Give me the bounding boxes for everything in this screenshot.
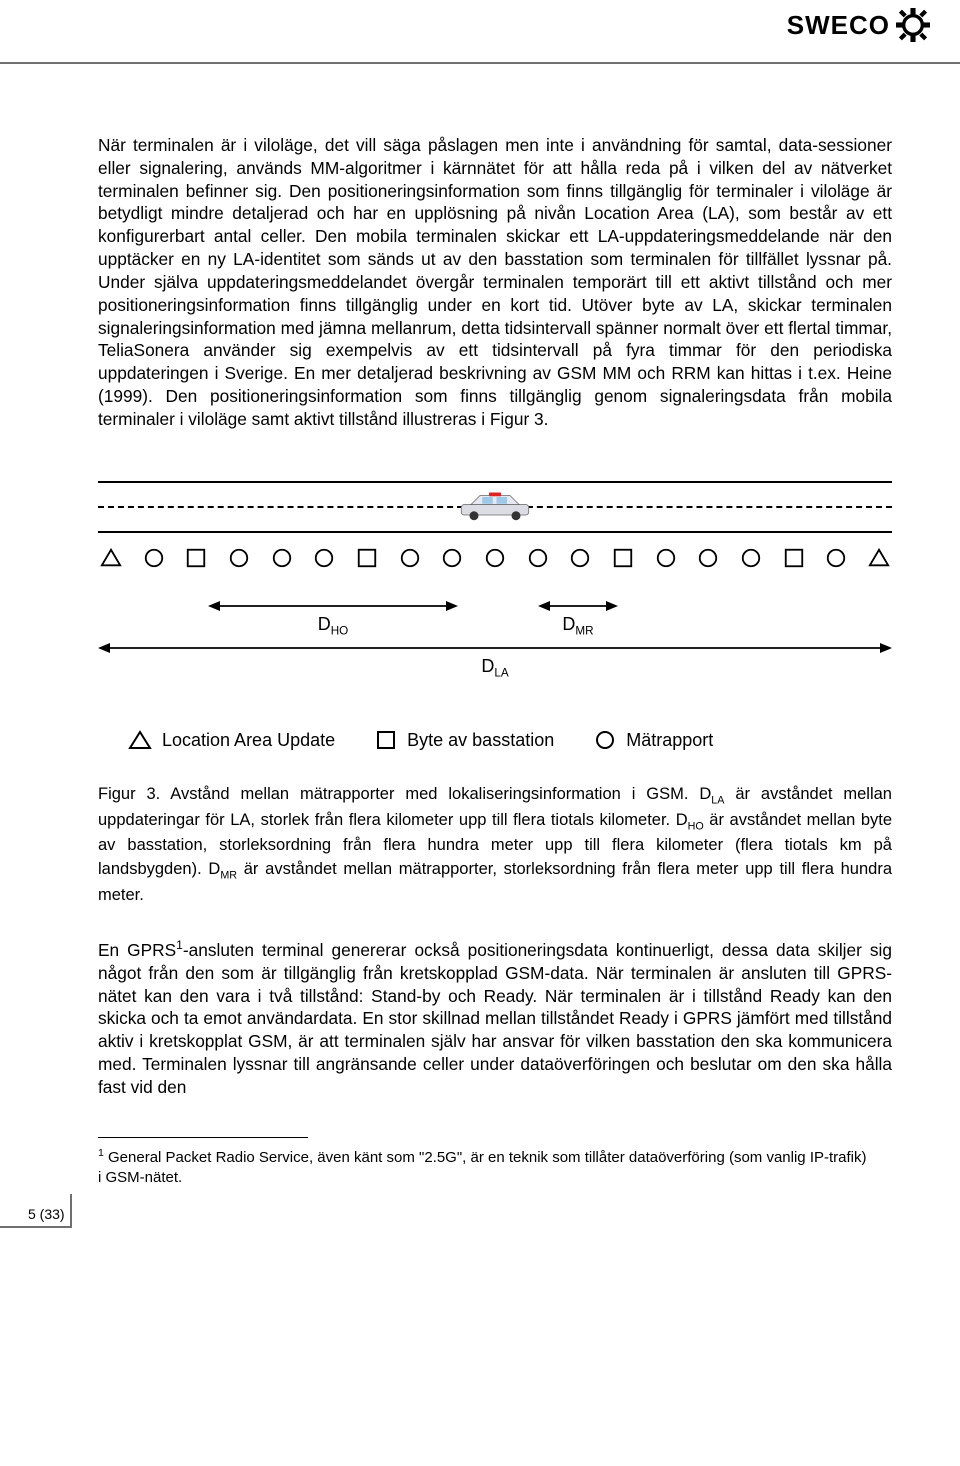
symbol-sq: [185, 547, 207, 574]
caption-dho: D: [676, 811, 688, 829]
dho-sub: HO: [331, 624, 349, 637]
symbol-sq: [783, 547, 805, 574]
symbol-cir: [484, 547, 506, 574]
symbol-tri: [868, 547, 890, 574]
figure-3-caption: Figur 3. Avstånd mellan mätrapporter med…: [98, 783, 892, 908]
circle-icon: [594, 730, 616, 750]
para2-pre: En GPRS: [98, 940, 176, 960]
caption-dla-sub: LA: [711, 794, 724, 806]
symbol-cir: [697, 547, 719, 574]
symbol-cir: [313, 547, 335, 574]
page-footer: 5 (33): [0, 1188, 960, 1228]
symbol-cir: [399, 547, 421, 574]
symbol-cir: [143, 547, 165, 574]
car-icon: [455, 491, 535, 521]
symbol-sq: [356, 547, 378, 574]
dmr-label: D: [562, 614, 575, 634]
footnote-rule: [98, 1137, 308, 1138]
footnote-1: 1 General Packet Radio Service, även kän…: [98, 1146, 892, 1189]
dmr-sub: MR: [575, 624, 593, 637]
brand: SWECO: [787, 8, 930, 42]
body-paragraph-1: När terminalen är i viloläge, det vill s…: [98, 134, 892, 431]
symbol-cir: [441, 547, 463, 574]
square-icon: [375, 730, 397, 750]
dla-sub: LA: [494, 666, 508, 679]
figure-3: DHO DMR: [98, 481, 892, 751]
caption-dla: D: [699, 785, 711, 803]
dimension-arrows: DHO DMR: [98, 596, 892, 706]
symbol-cir: [825, 547, 847, 574]
symbol-tri: [100, 547, 122, 574]
symbol-cir: [569, 547, 591, 574]
symbol-sq: [612, 547, 634, 574]
caption-prefix: Figur 3. Avstånd mellan mätrapporter med…: [98, 785, 699, 803]
body-paragraph-2: En GPRS1-ansluten terminal genererar ock…: [98, 938, 892, 1099]
legend-item-basstation: Byte av basstation: [375, 730, 554, 751]
corner-horizontal-line: [0, 1226, 70, 1228]
symbol-cir: [228, 547, 250, 574]
dim-dho: DHO: [208, 596, 458, 621]
symbol-cir: [655, 547, 677, 574]
legend-label-2: Mätrapport: [626, 730, 713, 751]
road-lanes: [98, 481, 892, 533]
sweco-logo-icon: [896, 8, 930, 42]
caption-dmr: D: [208, 860, 220, 878]
legend-label-1: Byte av basstation: [407, 730, 554, 751]
page-number: 5 (33): [28, 1206, 65, 1222]
caption-dmr-sub: MR: [220, 870, 237, 882]
symbol-cir: [740, 547, 762, 574]
triangle-icon: [128, 730, 152, 750]
page-header: SWECO: [0, 0, 960, 64]
dim-dmr: DMR: [538, 596, 618, 621]
dla-label: D: [481, 656, 494, 676]
para2-sup: 1: [176, 938, 183, 952]
symbol-row: [98, 541, 892, 592]
brand-text: SWECO: [787, 10, 890, 41]
dho-label: D: [318, 614, 331, 634]
symbol-cir: [271, 547, 293, 574]
road-bottom-line: [98, 531, 892, 533]
legend-item-la-update: Location Area Update: [128, 730, 335, 751]
corner-vertical-line: [70, 1194, 72, 1228]
legend: Location Area Update Byte av basstation …: [98, 730, 892, 751]
para2-post: -ansluten terminal genererar också posit…: [98, 940, 892, 1097]
legend-item-matrapport: Mätrapport: [594, 730, 713, 751]
footnote-text: General Packet Radio Service, även känt …: [98, 1149, 867, 1186]
caption-dho-sub: HO: [688, 820, 704, 832]
symbol-cir: [527, 547, 549, 574]
dim-dla: DLA: [98, 638, 892, 663]
road-top-line: [98, 481, 892, 483]
legend-label-0: Location Area Update: [162, 730, 335, 751]
